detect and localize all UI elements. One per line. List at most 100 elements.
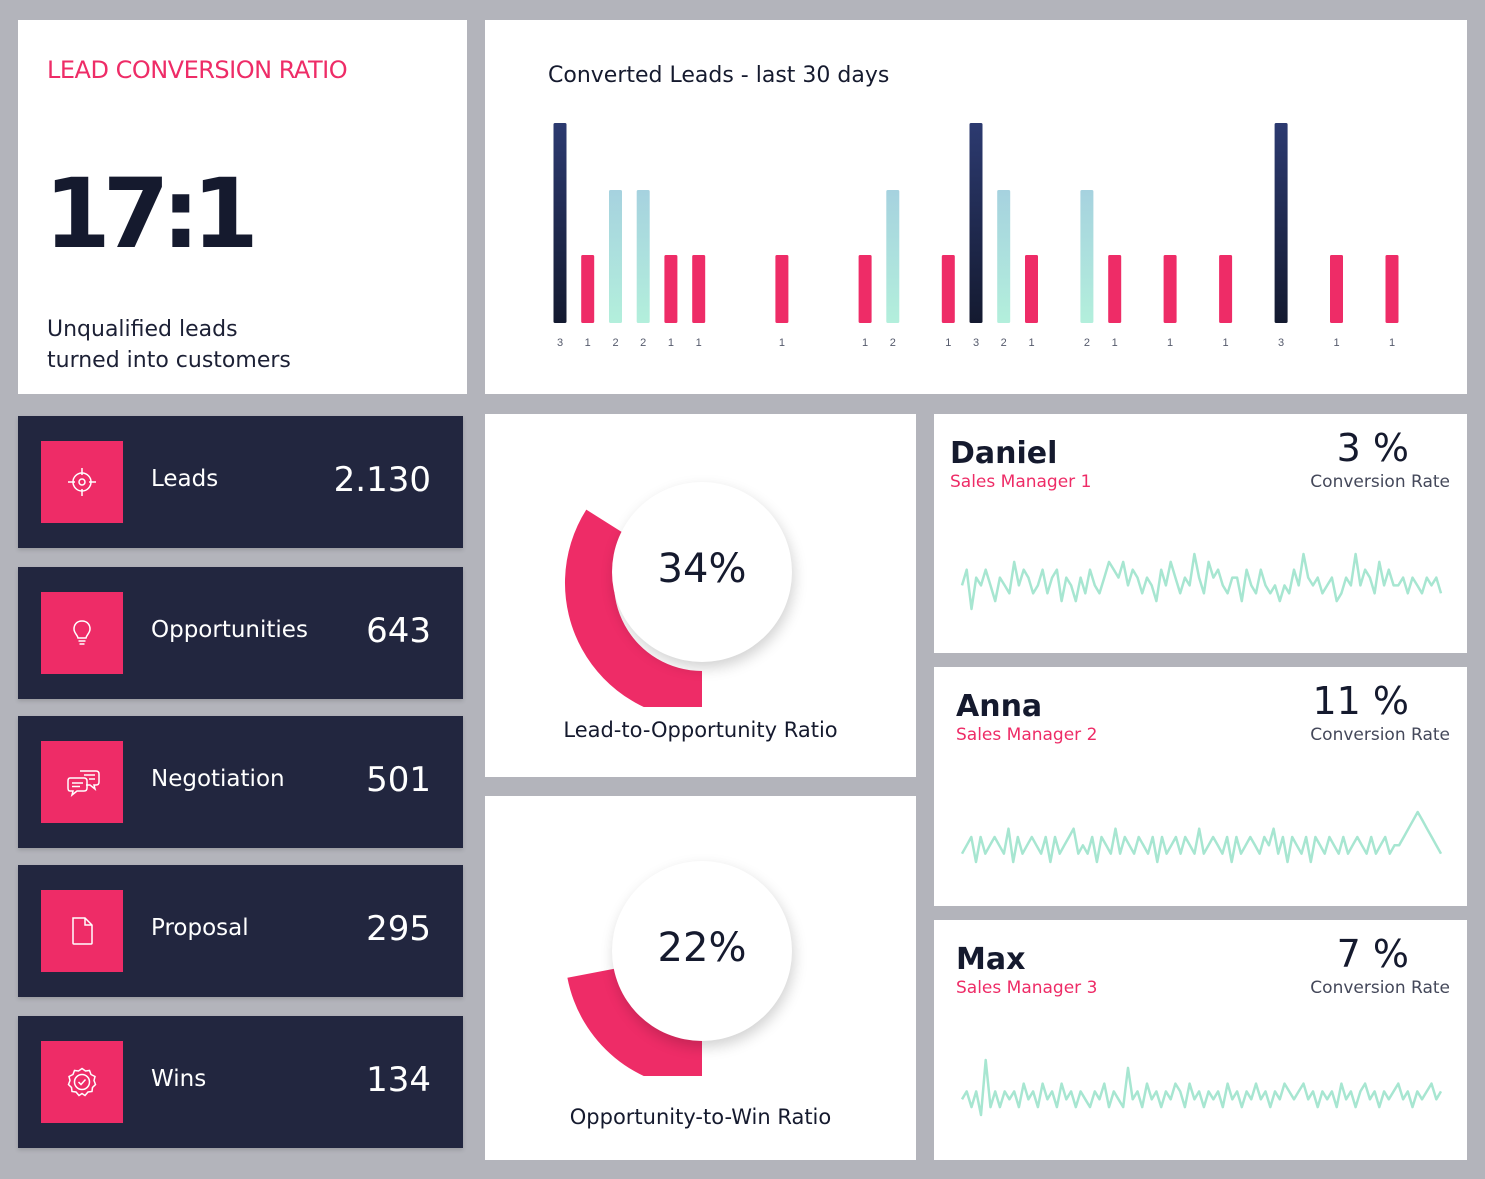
manager-name: Daniel — [950, 436, 1058, 471]
bar-label-day-5: 1 — [668, 337, 674, 349]
converted-leads-chart: 3 1 2 2 1 1 1 1 2 1 3 2 1 2 1 1 1 3 1 1 — [553, 123, 1399, 349]
bar-label-day-18: 1 — [1028, 337, 1034, 349]
stage-leads[interactable]: Leads 2.130 — [18, 416, 463, 548]
manager-role: Sales Manager 2 — [956, 725, 1098, 745]
bar-day-12[interactable] — [858, 255, 872, 323]
bar-day-5[interactable] — [664, 255, 678, 323]
stage-name: Proposal — [151, 915, 249, 941]
donut-center: 22% — [612, 861, 792, 1041]
ratio-title: LEAD CONVERSION RATIO — [47, 56, 348, 84]
ratio-subtitle-line2: turned into customers — [47, 348, 291, 373]
lightbulb-icon — [41, 592, 123, 674]
bar-day-4[interactable] — [636, 190, 650, 323]
sparkline — [960, 810, 1443, 864]
stage-name: Negotiation — [151, 766, 285, 792]
ratio-value: 17:1 — [44, 158, 259, 270]
sparkline-path — [960, 552, 1443, 611]
bar-label-day-1: 3 — [557, 337, 563, 349]
bar-label-day-12: 1 — [862, 337, 868, 349]
manager-role: Sales Manager 3 — [956, 978, 1098, 998]
bar-label-day-2: 1 — [585, 337, 591, 349]
manager-rate-label: Conversion Rate — [1310, 472, 1450, 492]
donut-percent: 34% — [657, 546, 747, 592]
lead-to-opportunity-card: 34% Lead-to-Opportunity Ratio — [485, 414, 916, 777]
bar-label-day-21: 1 — [1112, 337, 1118, 349]
stage-name: Wins — [151, 1066, 207, 1092]
bar-label-day-29: 1 — [1333, 337, 1339, 349]
donut-percent: 22% — [657, 925, 747, 971]
stage-value: 2.130 — [333, 460, 431, 500]
bar-day-16[interactable] — [969, 123, 983, 323]
stage-name: Leads — [151, 466, 219, 492]
donut-arc — [564, 509, 702, 707]
ratio-subtitle: Unqualified leads turned into customers — [47, 314, 427, 376]
bar-label-day-9: 1 — [779, 337, 785, 349]
stage-wins[interactable]: Wins 134 — [18, 1016, 463, 1148]
bar-label-day-20: 2 — [1084, 337, 1090, 349]
donut-segment — [564, 509, 702, 707]
sparkline-path — [960, 1058, 1443, 1117]
opportunity-to-win-card: 22% Opportunity-to-Win Ratio — [485, 796, 916, 1160]
stage-opportunities[interactable]: Opportunities 643 — [18, 567, 463, 699]
manager-card-anna[interactable]: Anna Sales Manager 2 11 % Conversion Rat… — [934, 667, 1467, 906]
manager-name: Anna — [956, 689, 1043, 724]
bar-day-20[interactable] — [1080, 190, 1094, 323]
bar-day-9[interactable] — [775, 255, 789, 323]
donut-segment — [567, 968, 702, 1076]
bar-label-day-31: 1 — [1389, 337, 1395, 349]
bar-day-25[interactable] — [1219, 255, 1233, 323]
bar-day-15[interactable] — [941, 255, 955, 323]
bar-day-18[interactable] — [1025, 255, 1038, 323]
bar-label-day-25: 1 — [1223, 337, 1229, 349]
bar-label-day-3: 2 — [612, 337, 618, 349]
bar-label-day-17: 2 — [1001, 337, 1007, 349]
bar-day-31[interactable] — [1385, 255, 1399, 323]
bar-day-29[interactable] — [1330, 255, 1343, 323]
manager-rate: 7 % — [1336, 932, 1409, 976]
bar-label-day-27: 3 — [1278, 337, 1284, 349]
chart-title: Converted Leads - last 30 days — [548, 63, 890, 88]
bar-day-2[interactable] — [581, 255, 595, 323]
manager-rate: 11 % — [1312, 679, 1409, 723]
bar-label-day-6: 1 — [696, 337, 702, 349]
manager-role: Sales Manager 1 — [950, 472, 1092, 492]
bar-day-17[interactable] — [997, 190, 1011, 323]
stage-proposal[interactable]: Proposal 295 — [18, 865, 463, 997]
bar-label-day-16: 3 — [973, 337, 979, 349]
sparkline — [960, 552, 1443, 611]
sparkline — [960, 1058, 1443, 1117]
manager-rate: 3 % — [1336, 426, 1409, 470]
donut-label: Opportunity-to-Win Ratio — [569, 1105, 832, 1129]
manager-card-daniel[interactable]: Daniel Sales Manager 1 3 % Conversion Ra… — [934, 414, 1467, 653]
stage-value: 134 — [366, 1060, 431, 1100]
bar-label-day-23: 1 — [1167, 337, 1173, 349]
bar-label-day-13: 2 — [890, 337, 896, 349]
bar-label-day-4: 2 — [640, 337, 646, 349]
bar-day-6[interactable] — [692, 255, 706, 323]
badge-check-icon — [41, 1041, 123, 1123]
donut-arc — [567, 968, 702, 1076]
donut-center: 34% — [612, 482, 792, 662]
ratio-subtitle-line1: Unqualified leads — [47, 317, 238, 342]
stage-value: 295 — [366, 909, 431, 949]
bar-day-13[interactable] — [886, 190, 900, 323]
bar-day-23[interactable] — [1163, 255, 1177, 323]
document-icon — [41, 890, 123, 972]
chat-icon — [41, 741, 123, 823]
lead-conversion-ratio-card: LEAD CONVERSION RATIO 17:1 Unqualified l… — [18, 20, 467, 394]
manager-card-max[interactable]: Max Sales Manager 3 7 % Conversion Rate — [934, 920, 1467, 1160]
stage-negotiation[interactable]: Negotiation 501 — [18, 716, 463, 848]
donut-label: Lead-to-Opportunity Ratio — [563, 718, 838, 742]
stage-name: Opportunities — [151, 617, 308, 643]
manager-name: Max — [956, 942, 1026, 977]
sparkline-path — [960, 810, 1443, 864]
bar-day-27[interactable] — [1274, 123, 1288, 323]
bar-day-3[interactable] — [609, 190, 622, 323]
manager-rate-label: Conversion Rate — [1310, 978, 1450, 998]
stage-value: 501 — [366, 760, 431, 800]
bar-day-21[interactable] — [1108, 255, 1122, 323]
converted-leads-chart-card: Converted Leads - last 30 days 3 1 2 2 1 1 1 1 2… — [485, 20, 1467, 394]
stage-value: 643 — [366, 611, 431, 651]
target-icon — [41, 441, 123, 523]
bar-day-1[interactable] — [553, 123, 567, 323]
